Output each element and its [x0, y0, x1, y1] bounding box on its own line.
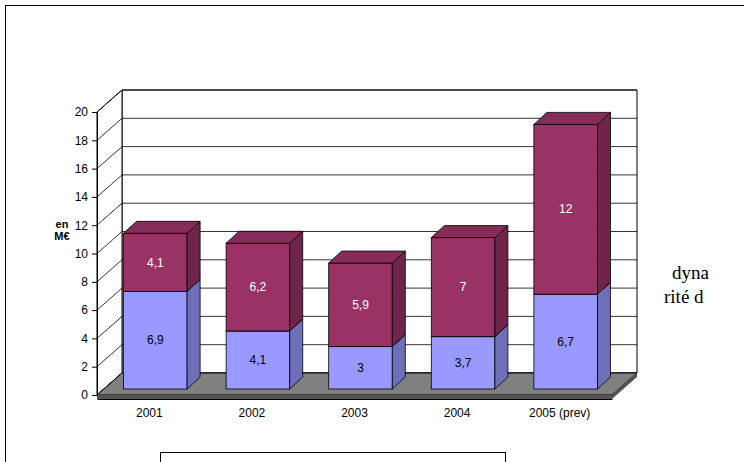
bar-3d	[124, 279, 201, 389]
y-tick-label: 0	[81, 388, 88, 402]
bar-side	[495, 226, 508, 337]
y-tick-mark	[92, 140, 97, 141]
y-tick-label: 20	[75, 105, 89, 119]
bar	[124, 291, 188, 389]
plot-area	[124, 112, 611, 389]
y-tick-label: 10	[75, 247, 89, 261]
bar	[124, 233, 188, 291]
data-label: 5,9	[352, 298, 369, 312]
chart-frame	[6, 6, 744, 462]
y-tick: 20	[75, 105, 97, 119]
bar-top	[124, 221, 201, 233]
x-tick-label: 2001	[136, 406, 163, 420]
y-tick: 18	[75, 134, 97, 148]
bar-top	[329, 251, 406, 263]
x-axis: 2001 2002 2003 2004 2005 (prev)	[98, 399, 613, 420]
bar-3d	[226, 231, 303, 331]
bar-side	[290, 231, 303, 331]
y-tick-label: 6	[81, 303, 88, 317]
y-tick-mark	[92, 310, 97, 311]
y-axis: 0 2 4 6 8 10 12 14 16 18 20	[75, 105, 98, 402]
bar-side	[392, 251, 405, 346]
data-label: 12	[559, 202, 573, 216]
x-tick: 2003	[341, 399, 368, 420]
y-tick: 8	[81, 275, 97, 289]
x-tick: 2005 (prev)	[529, 399, 590, 420]
x-tick-label: 2005 (prev)	[529, 406, 590, 420]
bar-side	[597, 282, 610, 389]
chart: 6,9 4,1 3 3,7 6,7 4,1 6,2 5,9 7 12 0 2 4 6 8 10 12 14 16 18…	[0, 0, 744, 462]
bar-3d	[534, 112, 611, 294]
y-tick: 2	[81, 360, 97, 374]
bar-top	[226, 231, 303, 243]
y-tick: 14	[75, 190, 97, 204]
y-tick: 12	[75, 219, 97, 233]
y-tick-label: 18	[75, 134, 89, 148]
bar-side	[187, 279, 200, 389]
y-tick-mark	[92, 254, 97, 255]
bar	[226, 331, 290, 389]
y-tick-mark	[92, 112, 97, 113]
bar	[226, 243, 290, 331]
y-tick-mark	[92, 367, 97, 368]
data-label: 7	[460, 280, 467, 294]
y-tick-mark	[92, 225, 97, 226]
x-axis-line	[98, 399, 613, 400]
data-label: 3	[357, 361, 364, 375]
y-tick-mark	[92, 169, 97, 170]
bar	[329, 263, 393, 346]
x-tick-label: 2003	[341, 406, 368, 420]
bar	[431, 238, 495, 337]
bar-3d	[534, 282, 611, 389]
y-tick-mark	[92, 338, 97, 339]
y-axis-line	[92, 113, 98, 396]
y-tick-mark	[92, 197, 97, 198]
y-tick-label: 12	[75, 219, 89, 233]
y-axis-title: enM€	[54, 218, 69, 242]
legend-frame	[161, 453, 506, 462]
y-tick-mark	[92, 282, 97, 283]
bar	[534, 124, 598, 294]
bar	[329, 347, 393, 389]
x-tick-label: 2002	[239, 406, 266, 420]
bar-3d	[124, 221, 201, 291]
bar-top	[431, 226, 508, 238]
annotation: dyna	[672, 262, 710, 283]
bar-top	[534, 112, 611, 124]
y-tick-label: 14	[75, 190, 89, 204]
bar-3d	[329, 251, 406, 346]
grid-line	[97, 90, 637, 112]
y-tick-mark	[92, 395, 97, 396]
y-tick: 0	[81, 388, 97, 402]
data-label: 3,7	[455, 356, 472, 370]
data-label: 6,7	[557, 335, 574, 349]
annotation: rité d	[664, 286, 704, 307]
x-tick: 2004	[444, 399, 471, 420]
y-tick-label: 16	[75, 162, 89, 176]
x-tick: 2001	[136, 399, 163, 420]
bar	[431, 337, 495, 389]
y-tick-label: 8	[81, 275, 88, 289]
y-tick: 16	[75, 162, 97, 176]
bar	[534, 294, 598, 389]
y-tick: 10	[75, 247, 97, 261]
y-tick: 4	[81, 332, 97, 346]
data-label: 4,1	[250, 353, 267, 367]
x-tick-label: 2004	[444, 406, 471, 420]
y-tick: 6	[81, 303, 97, 317]
y-tick-label: 2	[81, 360, 88, 374]
data-label: 6,9	[147, 333, 164, 347]
x-tick: 2002	[239, 399, 266, 420]
bar-3d	[431, 226, 508, 337]
bar-side	[597, 112, 610, 294]
data-label: 4,1	[147, 256, 164, 270]
y-tick-label: 4	[81, 332, 88, 346]
data-label: 6,2	[250, 280, 267, 294]
